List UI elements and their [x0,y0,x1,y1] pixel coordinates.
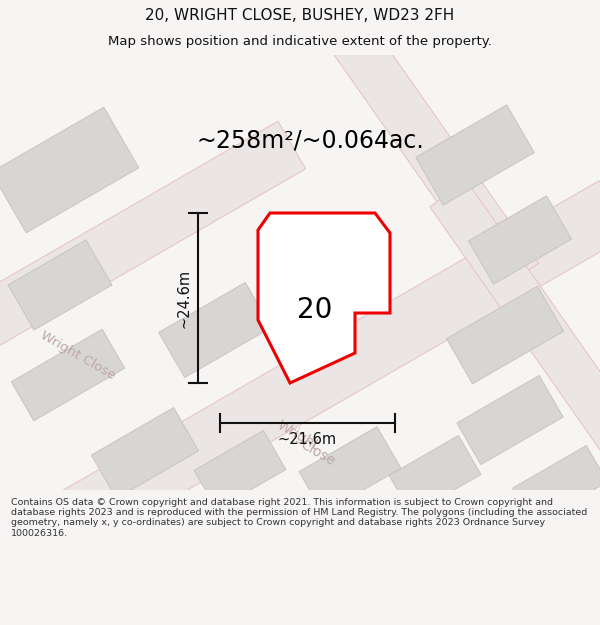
Text: 20, WRIGHT CLOSE, BUSHEY, WD23 2FH: 20, WRIGHT CLOSE, BUSHEY, WD23 2FH [145,8,455,23]
Polygon shape [158,282,271,378]
Polygon shape [299,427,401,513]
Text: Map shows position and indicative extent of the property.: Map shows position and indicative extent… [108,35,492,48]
Polygon shape [8,240,112,330]
Text: Wright Close: Wright Close [38,328,118,382]
Polygon shape [512,446,600,524]
Polygon shape [0,121,305,379]
Text: ~21.6m: ~21.6m [278,432,337,447]
Text: Wright: Wright [275,418,322,452]
Polygon shape [0,107,139,232]
Text: 20: 20 [298,296,332,324]
Polygon shape [194,431,286,509]
Polygon shape [457,376,563,464]
Polygon shape [258,213,390,383]
Text: ~24.6m: ~24.6m [176,269,191,328]
Polygon shape [389,436,481,514]
Text: Close: Close [298,438,338,469]
Polygon shape [430,181,600,469]
Polygon shape [0,181,600,609]
Text: ~258m²/~0.064ac.: ~258m²/~0.064ac. [196,128,424,152]
Polygon shape [11,329,125,421]
Text: Contains OS data © Crown copyright and database right 2021. This information is : Contains OS data © Crown copyright and d… [11,498,587,538]
Polygon shape [322,9,539,291]
Polygon shape [446,286,563,384]
Polygon shape [91,408,199,498]
Polygon shape [469,196,571,284]
Polygon shape [416,105,534,205]
